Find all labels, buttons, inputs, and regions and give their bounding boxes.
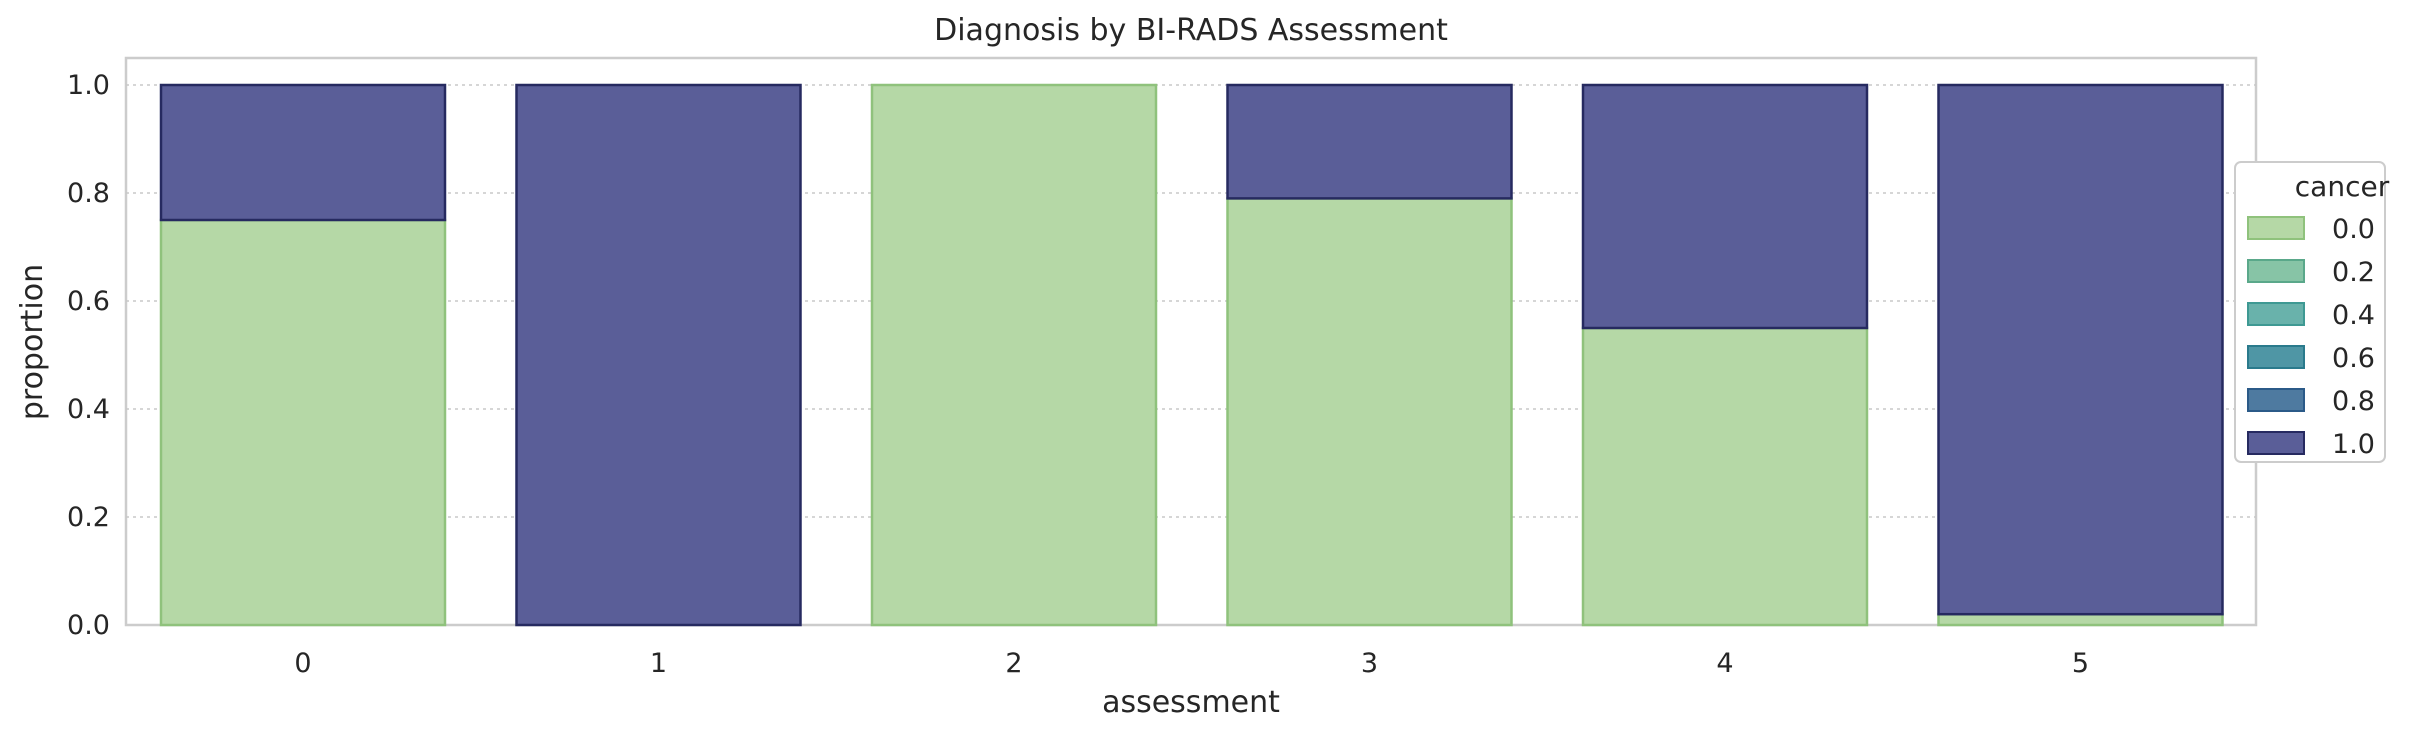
chart-title: Diagnosis by BI-RADS Assessment <box>934 13 1448 48</box>
legend-label: 0.4 <box>2332 300 2375 331</box>
y-tick-label: 0.6 <box>67 286 110 317</box>
x-tick-label: 1 <box>650 648 667 679</box>
bar-segment-0-cancer-1.0 <box>159 83 447 222</box>
y-tick-label: 0.4 <box>67 394 110 425</box>
bar-segment-2-cancer-0.0 <box>870 83 1158 627</box>
legend-swatch <box>2247 302 2305 326</box>
legend-label: 0.8 <box>2332 386 2375 417</box>
legend-swatch <box>2247 388 2305 412</box>
y-tick-label: 0.8 <box>67 178 110 209</box>
legend-label: 1.0 <box>2332 429 2375 460</box>
bar-segment-4-cancer-1.0 <box>1581 83 1869 330</box>
y-axis-title: proportion <box>15 264 50 420</box>
legend-label: 0.0 <box>2332 214 2375 245</box>
bar-segment-5-cancer-0.0 <box>1937 612 2224 627</box>
legend-title: cancer <box>2295 170 2390 203</box>
x-axis-title: assessment <box>1102 685 1280 720</box>
y-tick-labels: 0.0 0.2 0.4 0.6 0.8 1.0 <box>67 70 110 641</box>
legend-label: 0.6 <box>2332 343 2375 374</box>
y-tick-label: 0.2 <box>67 502 110 533</box>
bar-segment-4-cancer-0.0 <box>1581 326 1869 627</box>
bar-segment-0-cancer-0.0 <box>159 218 447 627</box>
x-tick-labels: 0 1 2 3 4 5 <box>294 648 2089 679</box>
plot-frame <box>124 56 2258 627</box>
legend-swatch <box>2247 259 2305 283</box>
bar-segment-3-cancer-1.0 <box>1226 83 1513 200</box>
x-tick-label: 4 <box>1716 648 1733 679</box>
legend: cancer 0.0 0.2 0.4 0.6 0.8 1.0 <box>2234 161 2390 463</box>
x-tick-label: 3 <box>1361 648 1378 679</box>
bar-segment-1-cancer-1.0 <box>515 83 802 627</box>
x-tick-label: 5 <box>2072 648 2089 679</box>
legend-swatch <box>2247 216 2305 240</box>
legend-swatch <box>2247 431 2305 455</box>
y-tick-label: 0.0 <box>67 610 110 641</box>
legend-label: 0.2 <box>2332 257 2375 288</box>
x-tick-label: 0 <box>294 648 311 679</box>
x-tick-label: 2 <box>1005 648 1022 679</box>
legend-items: 0.0 0.2 0.4 0.6 0.8 1.0 <box>2247 214 2375 460</box>
y-tick-label: 1.0 <box>67 70 110 101</box>
grid-lines <box>126 84 2256 518</box>
legend-swatch <box>2247 345 2305 369</box>
bar-segment-3-cancer-0.0 <box>1226 197 1513 627</box>
bar-segment-5-cancer-1.0 <box>1937 83 2224 616</box>
bars <box>159 83 2224 627</box>
